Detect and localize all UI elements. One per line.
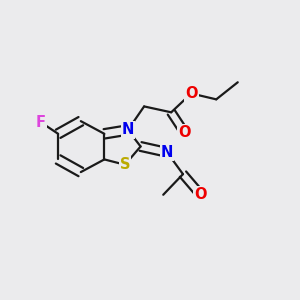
Text: N: N	[122, 122, 134, 137]
Text: S: S	[120, 157, 130, 172]
Text: O: O	[194, 187, 207, 202]
Text: N: N	[161, 145, 173, 160]
Text: O: O	[185, 86, 197, 101]
Text: O: O	[178, 125, 191, 140]
Text: F: F	[35, 115, 46, 130]
